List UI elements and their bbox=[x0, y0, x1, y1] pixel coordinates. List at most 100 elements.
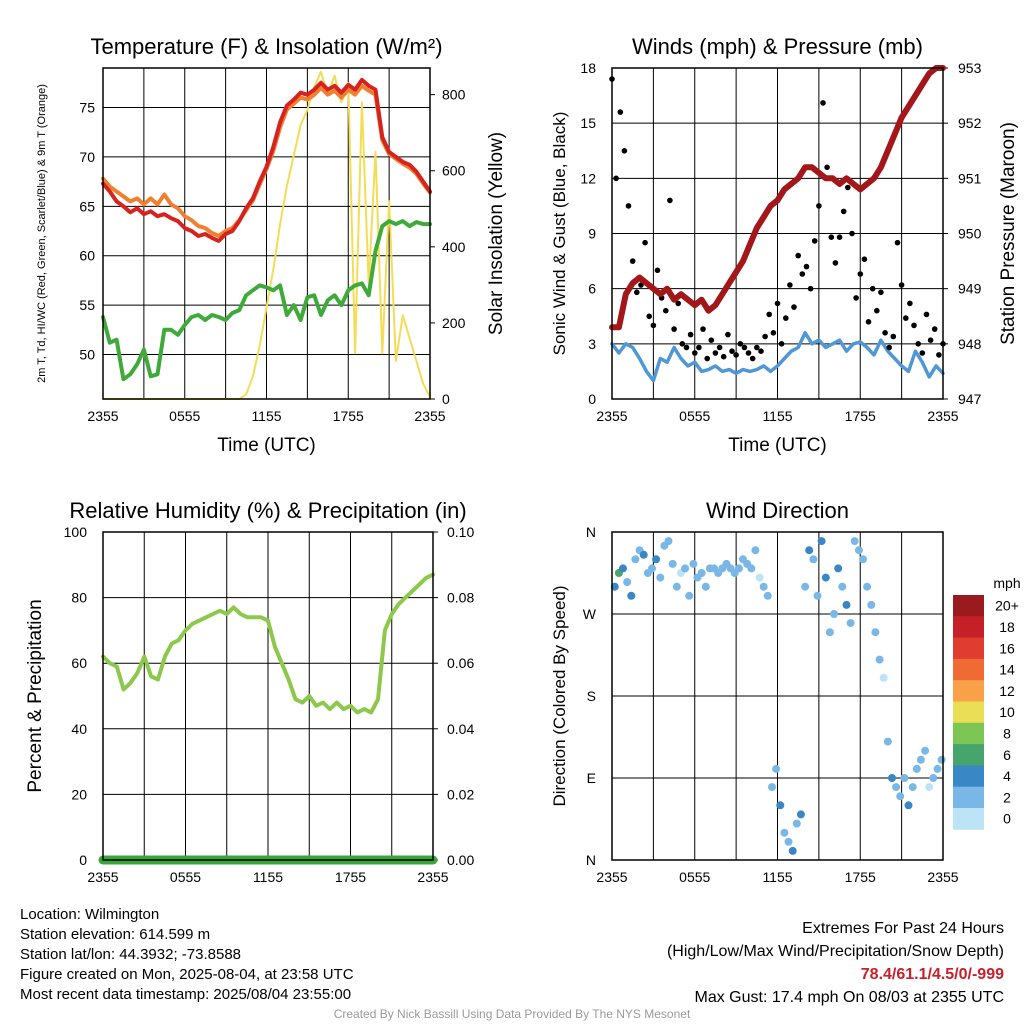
y-axis-label: 2m T, Td, HI/WC (Red, Green, Scarlet/Blu… bbox=[36, 84, 48, 383]
direction-point bbox=[908, 783, 917, 792]
colorbar-label: 8 bbox=[1003, 725, 1011, 741]
y-tick-label: 65 bbox=[79, 198, 95, 214]
x-tick-label: 1155 bbox=[762, 869, 792, 885]
direction-point bbox=[664, 537, 673, 546]
direction-point bbox=[879, 673, 888, 682]
y2-tick-label: 200 bbox=[442, 315, 466, 331]
colorbar-label: 10 bbox=[999, 704, 1015, 720]
figure-created: Figure created on Mon, 2025-08-04, at 23… bbox=[20, 966, 354, 983]
y2-axis-label: Station Pressure (Maroon) bbox=[998, 122, 1019, 345]
x-tick-label: 1155 bbox=[253, 869, 283, 885]
direction-point bbox=[912, 764, 921, 773]
gust-point bbox=[650, 322, 657, 329]
gust-point bbox=[712, 350, 719, 356]
gust-point bbox=[824, 164, 830, 171]
direction-point bbox=[892, 783, 901, 792]
gust-point bbox=[745, 350, 752, 356]
colorbar-swatch bbox=[953, 680, 984, 702]
direction-point bbox=[668, 559, 677, 568]
direction-point bbox=[780, 828, 789, 837]
y-tick-label: E bbox=[587, 770, 596, 786]
direction-point bbox=[825, 628, 834, 637]
y2-tick-label: 949 bbox=[958, 281, 982, 297]
y2-tick-label: 951 bbox=[958, 170, 982, 186]
plot-border bbox=[102, 67, 431, 400]
gust-point bbox=[791, 304, 797, 310]
extremes-panel: Extremes For Past 24 Hours (High/Low/Max… bbox=[667, 917, 1004, 1009]
station-latlon: Station lat/lon: 44.3932; -73.8588 bbox=[20, 946, 242, 963]
x-tick-label: 1755 bbox=[333, 408, 364, 424]
direction-point bbox=[759, 582, 768, 591]
y-tick-label: N bbox=[586, 524, 596, 540]
direction-point bbox=[610, 582, 619, 591]
gust-point bbox=[853, 295, 859, 301]
x-tick-label: 0555 bbox=[679, 869, 710, 885]
direction-point bbox=[631, 555, 640, 564]
x-tick-label: 2355 bbox=[87, 408, 118, 424]
gust-point bbox=[840, 208, 847, 215]
gust-point bbox=[754, 344, 760, 351]
y-tick-label: 80 bbox=[71, 590, 87, 606]
direction-point bbox=[850, 537, 859, 546]
gust-point bbox=[716, 344, 723, 351]
recent-data-timestamp: Most recent data timestamp: 2025/08/04 2… bbox=[20, 986, 352, 1003]
direction-point bbox=[801, 582, 810, 591]
colorbar-label: 0 bbox=[1003, 811, 1011, 827]
gust-point bbox=[663, 307, 669, 314]
direction-point bbox=[842, 600, 851, 609]
direction-point bbox=[776, 801, 785, 810]
y2-tick-label: 0.04 bbox=[447, 721, 474, 737]
colorbar-label: 20+ bbox=[995, 598, 1019, 614]
colorbar-swatch bbox=[953, 744, 984, 766]
colorbar-label: 18 bbox=[999, 619, 1015, 635]
x-tick-label: 2355 bbox=[596, 408, 627, 424]
gust-point bbox=[720, 353, 727, 360]
gust-point bbox=[770, 330, 777, 336]
colorbar-swatch bbox=[953, 786, 984, 809]
gust-point bbox=[832, 260, 839, 266]
direction-point bbox=[685, 591, 694, 600]
colorbar-swatch bbox=[953, 616, 984, 639]
direction-point bbox=[916, 755, 925, 764]
extremes-heading: Extremes For Past 24 Hours bbox=[802, 920, 1004, 937]
gust-point bbox=[874, 307, 880, 314]
direction-point bbox=[834, 564, 843, 573]
y-tick-label: 3 bbox=[588, 336, 596, 352]
gust-point bbox=[907, 300, 913, 307]
gust-point bbox=[704, 355, 710, 362]
gust-point bbox=[927, 337, 934, 344]
direction-point bbox=[648, 564, 656, 573]
direction-point bbox=[701, 582, 710, 591]
y-tick-label: 0 bbox=[79, 852, 87, 868]
y2-tick-label: 0 bbox=[442, 391, 450, 407]
direction-point bbox=[656, 573, 665, 582]
gust-point bbox=[625, 203, 632, 209]
x-tick-label: 1155 bbox=[762, 408, 792, 424]
x-tick-label: 0555 bbox=[170, 869, 201, 885]
y2-tick-label: 0.00 bbox=[447, 852, 474, 868]
panel-winds: Winds (mph) & Pressure (mb) 2355 0555 1155 1… bbox=[550, 34, 1019, 456]
x-tick-label: 1755 bbox=[335, 869, 366, 885]
direction-point bbox=[859, 555, 867, 564]
series-line-pressure bbox=[609, 65, 946, 331]
gust-point bbox=[671, 326, 677, 332]
colorbar-swatch bbox=[953, 765, 984, 788]
direction-point bbox=[838, 582, 847, 591]
gust-point bbox=[758, 348, 764, 355]
y2-tick-label: 600 bbox=[442, 163, 466, 179]
x-tick-label: 2355 bbox=[596, 869, 627, 885]
gust-point bbox=[911, 322, 917, 329]
x-axis-label: Time (UTC) bbox=[217, 435, 316, 456]
y-tick-label: S bbox=[587, 688, 596, 704]
gust-point bbox=[828, 234, 835, 240]
gust-point bbox=[629, 258, 636, 264]
y2-tick-label: 0.08 bbox=[447, 590, 474, 606]
gust-point bbox=[865, 319, 872, 325]
y-tick-label: 9 bbox=[588, 226, 596, 242]
gust-point bbox=[915, 341, 921, 347]
direction-point bbox=[681, 564, 690, 573]
direction-point bbox=[846, 619, 855, 628]
colorbar-swatch bbox=[953, 701, 984, 724]
gust-point bbox=[923, 311, 930, 318]
